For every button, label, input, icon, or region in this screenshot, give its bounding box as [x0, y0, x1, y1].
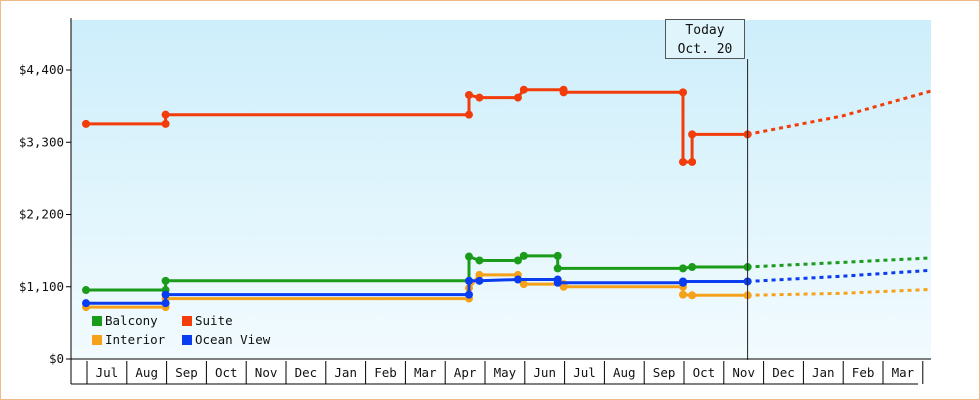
- x-tick-label: Feb: [374, 365, 397, 380]
- x-tick-label: Mar: [414, 365, 437, 380]
- y-tick-label: $1,100: [19, 279, 64, 294]
- data-point-suite: [161, 119, 170, 128]
- today-annotation: Today Oct. 20: [665, 19, 745, 59]
- legend-swatch-ocean-view: [182, 335, 192, 345]
- today-date: Oct. 20: [677, 42, 733, 57]
- data-point-balcony: [82, 286, 90, 295]
- data-point-ocean-view: [513, 275, 522, 284]
- x-tick-label: Dec: [772, 365, 795, 380]
- data-point-suite: [688, 130, 697, 139]
- x-tick-label: Jul: [573, 365, 596, 380]
- x-tick-label: Nov: [255, 365, 278, 380]
- data-point-ocean-view: [82, 299, 90, 308]
- data-point-ocean-view: [475, 276, 484, 285]
- x-tick-label: Jan: [334, 365, 357, 380]
- x-tick-label: May: [494, 365, 517, 380]
- series-projection-ocean-view: [747, 268, 932, 283]
- data-point-suite: [513, 93, 522, 102]
- x-tick-label: Sep: [653, 365, 676, 380]
- data-point-suite: [464, 90, 473, 99]
- legend-label-balcony: Balcony: [105, 313, 158, 328]
- series-ocean-view: [82, 268, 932, 308]
- x-tick-label: Dec: [295, 365, 318, 380]
- data-point-interior: [475, 270, 484, 279]
- x-tick-label: Nov: [732, 365, 755, 380]
- legend-item-suite: Suite: [182, 312, 233, 330]
- series-projection-interior: [747, 287, 932, 297]
- legend-swatch-suite: [182, 316, 192, 326]
- data-point-interior: [688, 291, 697, 300]
- data-point-ocean-view: [553, 278, 562, 287]
- data-point-ocean-view: [464, 276, 473, 285]
- data-point-interior: [519, 280, 528, 289]
- data-point-suite: [161, 110, 170, 119]
- x-tick-label: Mar: [892, 365, 915, 380]
- legend-swatch-interior: [92, 335, 102, 345]
- x-tick-label: Jan: [812, 365, 835, 380]
- data-point-balcony: [161, 276, 170, 285]
- data-point-ocean-view: [161, 290, 170, 299]
- data-point-balcony: [513, 256, 522, 265]
- data-point-suite: [519, 85, 528, 94]
- data-point-balcony: [519, 251, 528, 260]
- data-point-ocean-view: [679, 277, 687, 286]
- data-point-suite: [688, 157, 697, 166]
- plot-background: [71, 20, 931, 359]
- data-point-ocean-view: [464, 290, 473, 299]
- data-point-suite: [679, 88, 687, 97]
- data-point-suite: [82, 119, 90, 128]
- data-point-suite: [559, 88, 568, 97]
- x-tick-label: Oct: [215, 365, 238, 380]
- legend-label-suite: Suite: [195, 313, 233, 328]
- data-point-suite: [679, 157, 687, 166]
- legend-swatch-balcony: [92, 316, 102, 326]
- legend: Balcony Suite Interior Ocean View: [92, 312, 332, 352]
- data-point-ocean-view: [161, 299, 170, 308]
- series-projection-balcony: [747, 256, 932, 269]
- data-point-balcony: [679, 264, 687, 273]
- today-label: Today: [685, 23, 725, 38]
- x-tick-label: Feb: [852, 365, 875, 380]
- data-point-balcony: [475, 256, 484, 265]
- legend-label-interior: Interior: [105, 332, 166, 347]
- y-tick-label: $4,400: [19, 62, 64, 77]
- series-suite: [82, 85, 932, 166]
- x-tick-label: Sep: [175, 365, 198, 380]
- legend-item-interior: Interior: [92, 331, 165, 349]
- x-tick-label: Jul: [96, 365, 119, 380]
- data-point-suite: [475, 93, 484, 102]
- x-tick-label: Apr: [454, 365, 477, 380]
- legend-item-ocean-view: Ocean View: [182, 331, 270, 349]
- x-tick-label: Aug: [613, 365, 636, 380]
- data-point-interior: [679, 290, 687, 299]
- series-projection-suite: [747, 89, 932, 136]
- x-tick-label: Jun: [533, 365, 556, 380]
- x-tick-label: Oct: [693, 365, 716, 380]
- x-tick-label: Aug: [135, 365, 158, 380]
- data-point-balcony: [688, 263, 697, 272]
- y-tick-label: $3,300: [19, 134, 64, 149]
- data-point-balcony: [553, 264, 562, 273]
- data-point-interior: [559, 282, 568, 291]
- y-tick-label: $2,200: [19, 207, 64, 222]
- legend-label-ocean-view: Ocean View: [195, 332, 271, 347]
- data-point-balcony: [464, 252, 473, 261]
- y-tick-label: $0: [49, 351, 64, 366]
- data-point-suite: [464, 110, 473, 119]
- data-point-balcony: [553, 251, 562, 260]
- legend-item-balcony: Balcony: [92, 312, 158, 330]
